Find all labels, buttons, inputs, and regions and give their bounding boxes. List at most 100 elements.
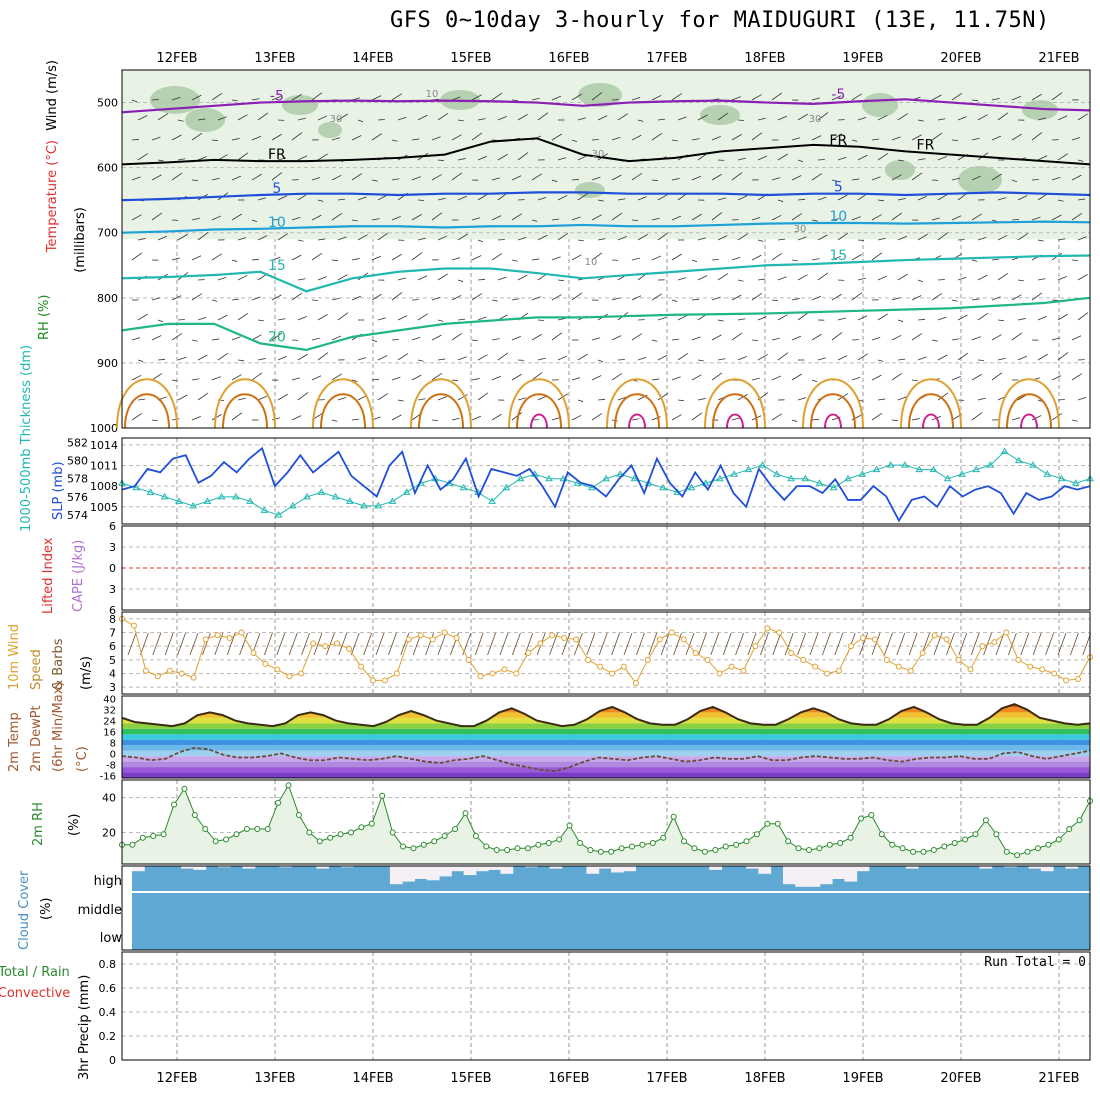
thickness-point <box>360 501 368 509</box>
wind-barb <box>271 256 281 261</box>
wind-barb-10m <box>784 632 794 656</box>
wind-barb <box>617 359 625 361</box>
wind-barb <box>897 358 906 361</box>
wind-speed-point <box>716 670 723 677</box>
wind-barb <box>971 374 982 381</box>
wind-speed-point <box>334 640 341 647</box>
wind-barb <box>311 92 323 101</box>
rh2m-point <box>639 841 646 848</box>
ylabel-temp: (°C) <box>75 746 90 772</box>
wind-barb <box>137 359 144 362</box>
wind-barb <box>277 318 286 321</box>
wind-barb <box>637 119 644 122</box>
wind-barb <box>691 336 701 341</box>
wind-barb <box>657 354 668 361</box>
temperature-contour-label: 5 <box>272 181 281 197</box>
wind-barb <box>671 253 682 261</box>
wind-barb <box>651 339 658 342</box>
wind-barb <box>151 297 161 301</box>
wind-speed-point <box>907 667 914 674</box>
wind-barb <box>571 377 581 381</box>
wind-barb <box>377 317 387 321</box>
wind-barb <box>171 379 178 382</box>
wind-barb <box>611 136 621 141</box>
wind-barb <box>751 292 763 301</box>
wind-barb <box>691 175 701 181</box>
wind-barb <box>537 234 548 241</box>
wind-barb <box>931 132 943 141</box>
wind-speed-point <box>704 656 711 663</box>
wind-barb-10m <box>226 632 236 656</box>
wind-barb <box>991 98 1000 101</box>
wind-barb <box>211 376 221 381</box>
wind-barb <box>991 296 1001 301</box>
wind-barb <box>777 352 789 361</box>
rh2m-point <box>316 838 323 845</box>
wind-barb <box>491 413 502 421</box>
wind-barb <box>1071 259 1079 261</box>
wind-barb <box>891 136 901 141</box>
thickness-point <box>388 497 397 504</box>
cloud-level-label: high <box>94 874 122 889</box>
wind-barb <box>417 359 424 362</box>
wind-barb <box>391 414 402 421</box>
wind-barb <box>491 299 498 302</box>
wind-barb <box>977 312 989 321</box>
cloud-high-gap <box>217 866 231 868</box>
wind-barb <box>571 414 582 421</box>
wind-barb <box>391 292 403 301</box>
wind-barb-10m <box>1032 632 1042 656</box>
wind-barb <box>151 174 162 181</box>
wind-barb-10m <box>933 632 943 656</box>
temperature-contour-label: 10 <box>829 209 847 225</box>
wind-barb <box>297 278 306 281</box>
panel-frame <box>121 951 1091 1061</box>
ylabel-wind10m: (m/s) <box>79 656 94 690</box>
wind-barb <box>177 356 187 361</box>
wind-speed-point <box>477 673 484 680</box>
wind-barb <box>737 157 746 161</box>
wind-barb <box>471 217 481 221</box>
rh2m-point <box>649 840 656 846</box>
wind-speed-point <box>154 673 161 680</box>
rh2m-point <box>993 831 1000 838</box>
temperature-contour-label: -5 <box>270 89 284 105</box>
wind-barb <box>957 116 967 121</box>
wind-barb <box>631 219 639 221</box>
wind-barb <box>211 139 218 142</box>
wind-barb <box>631 418 640 421</box>
wind-speed-point <box>871 636 878 643</box>
wind-barb <box>457 195 468 201</box>
wind-barb <box>511 336 521 341</box>
wind-barb <box>577 193 589 201</box>
boundary-layer-contour <box>900 378 962 429</box>
wind-barb <box>417 313 429 321</box>
cloud-high-gap <box>193 866 207 870</box>
wind-barb <box>951 299 958 302</box>
ylabel-temp: 2m DewPt <box>29 705 44 772</box>
panel-frame <box>121 525 1091 611</box>
rh-dark-patch <box>862 93 898 117</box>
wind-barb <box>397 315 408 321</box>
wind-barb <box>957 352 969 361</box>
panel-frame <box>121 437 1091 525</box>
wind-barb <box>557 355 568 361</box>
cloud-high-gap <box>758 866 772 874</box>
wind-barb <box>971 175 982 181</box>
wind-barb <box>251 334 262 341</box>
rh2m-point <box>389 829 396 836</box>
wind-barb <box>191 378 200 381</box>
wind-tick-label: 3 <box>109 681 116 694</box>
wind-barb <box>251 372 263 381</box>
thickness-point <box>402 488 411 495</box>
wind-barb <box>191 217 200 221</box>
wind-barb <box>1037 117 1046 121</box>
thickness-point <box>758 461 767 468</box>
rh2m-point <box>243 826 250 832</box>
wind-barb <box>137 153 149 161</box>
rh-dark-patch <box>885 160 915 180</box>
wind-barb-10m <box>747 632 757 656</box>
thickness-point <box>787 474 795 482</box>
wind-barb <box>151 335 162 341</box>
wind-barb <box>291 254 302 261</box>
